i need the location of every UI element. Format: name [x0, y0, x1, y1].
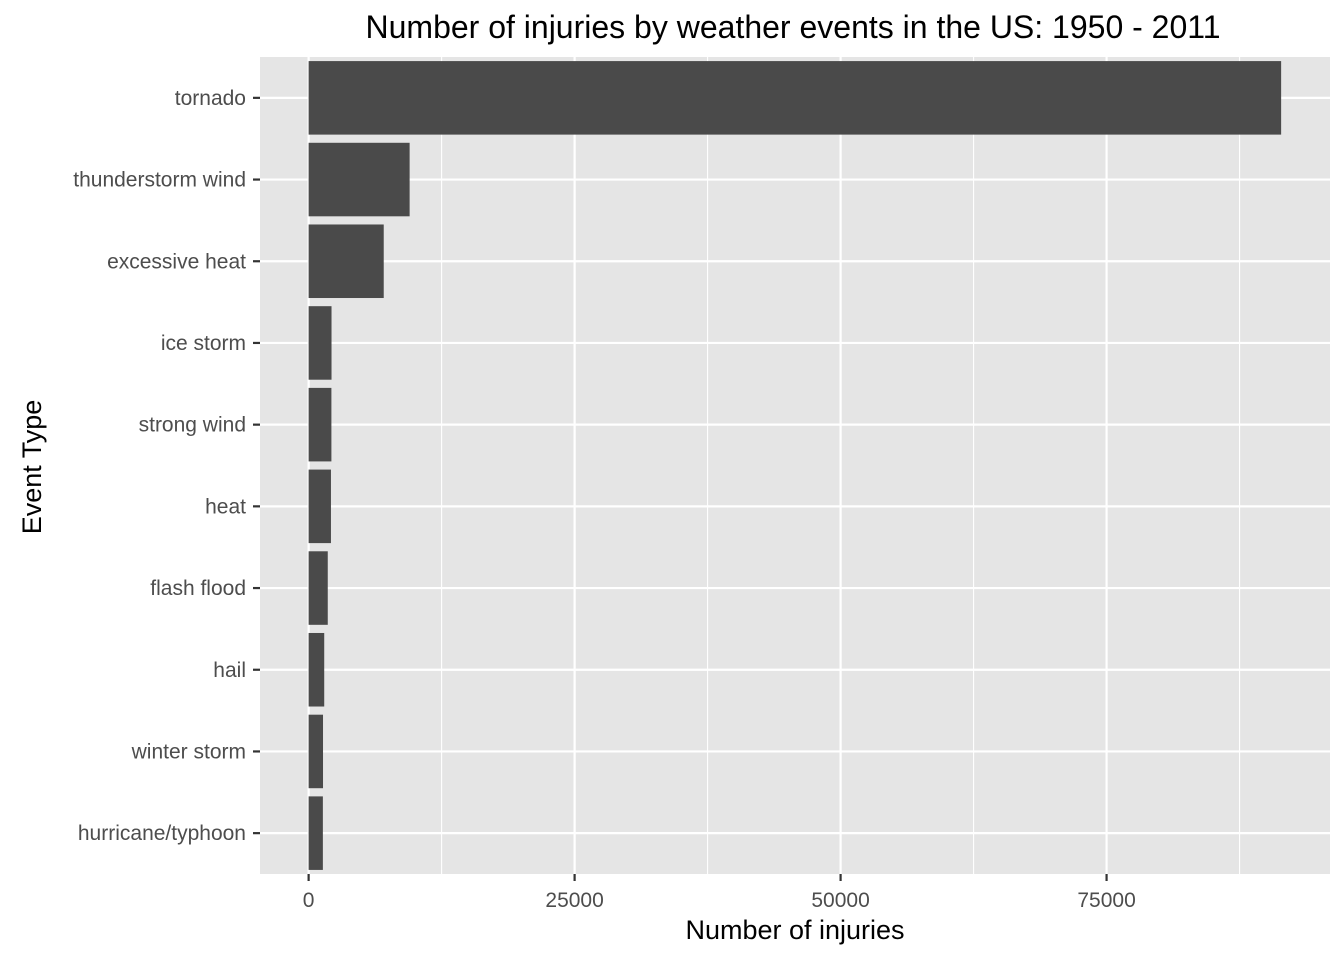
y-tick-label: tornado: [175, 87, 246, 110]
chart-title: Number of injuries by weather events in …: [366, 9, 1221, 45]
bar-strong-wind: [308, 387, 332, 462]
y-tick-label: flash flood: [150, 577, 246, 600]
bar-flash-flood: [308, 551, 328, 625]
y-tick-label: ice storm: [161, 332, 246, 355]
x-tick-label: 25000: [545, 889, 603, 912]
bars: [308, 61, 1282, 870]
x-axis-title: Number of injuries: [685, 915, 904, 945]
bar-hurricane-typhoon: [308, 796, 323, 870]
y-axis-title: Event Type: [17, 400, 47, 535]
bar-tornado: [308, 61, 1282, 135]
y-tick-label: excessive heat: [107, 250, 246, 273]
y-tick-label: strong wind: [139, 414, 246, 437]
bar-heat: [308, 469, 331, 544]
y-tick-label: winter storm: [131, 740, 246, 763]
bar-ice-storm: [308, 306, 332, 380]
y-tick-label: hail: [213, 659, 246, 682]
x-axis: 0 25000 50000 75000: [303, 874, 1136, 912]
y-tick-label: thunderstorm wind: [73, 169, 246, 192]
x-tick-label: 0: [303, 889, 315, 912]
y-tick-label: heat: [205, 495, 246, 518]
x-tick-label: 50000: [811, 889, 869, 912]
plot-panel: [260, 57, 1330, 874]
bar-thunderstorm-wind: [308, 142, 410, 217]
bar-excessive-heat: [308, 224, 384, 299]
y-axis: tornado thunderstorm wind excessive heat ic…: [73, 87, 260, 845]
y-tick-label: hurricane/typhoon: [78, 822, 246, 845]
minor-gridlines: [441, 57, 1241, 874]
bar-winter-storm: [308, 714, 324, 789]
bar-hail: [308, 632, 325, 707]
x-tick-label: 75000: [1077, 889, 1135, 912]
